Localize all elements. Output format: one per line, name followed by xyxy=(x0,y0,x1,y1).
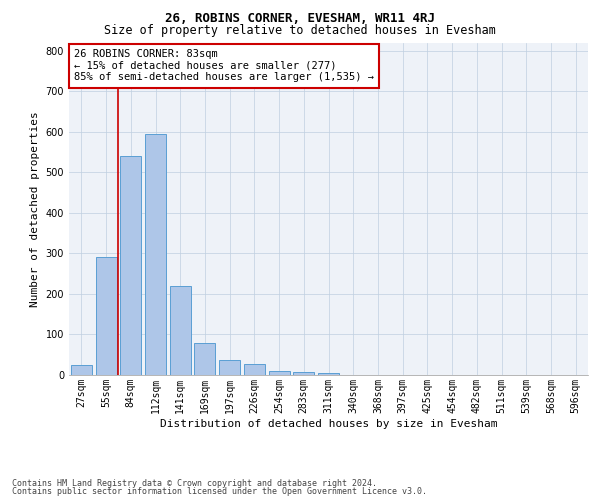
Bar xyxy=(95,258,116,375)
Bar xyxy=(194,344,215,375)
Bar xyxy=(145,134,166,375)
Bar xyxy=(71,365,92,375)
Bar xyxy=(293,372,314,375)
Text: Contains HM Land Registry data © Crown copyright and database right 2024.: Contains HM Land Registry data © Crown c… xyxy=(12,478,377,488)
Bar xyxy=(318,372,339,375)
Bar xyxy=(244,364,265,375)
Bar xyxy=(269,370,290,375)
Text: 26 ROBINS CORNER: 83sqm
← 15% of detached houses are smaller (277)
85% of semi-d: 26 ROBINS CORNER: 83sqm ← 15% of detache… xyxy=(74,49,374,82)
Bar xyxy=(120,156,141,375)
X-axis label: Distribution of detached houses by size in Evesham: Distribution of detached houses by size … xyxy=(160,418,497,428)
Bar xyxy=(170,286,191,375)
Text: Size of property relative to detached houses in Evesham: Size of property relative to detached ho… xyxy=(104,24,496,37)
Bar xyxy=(219,360,240,375)
Y-axis label: Number of detached properties: Number of detached properties xyxy=(30,111,40,306)
Text: 26, ROBINS CORNER, EVESHAM, WR11 4RJ: 26, ROBINS CORNER, EVESHAM, WR11 4RJ xyxy=(165,12,435,26)
Text: Contains public sector information licensed under the Open Government Licence v3: Contains public sector information licen… xyxy=(12,487,427,496)
